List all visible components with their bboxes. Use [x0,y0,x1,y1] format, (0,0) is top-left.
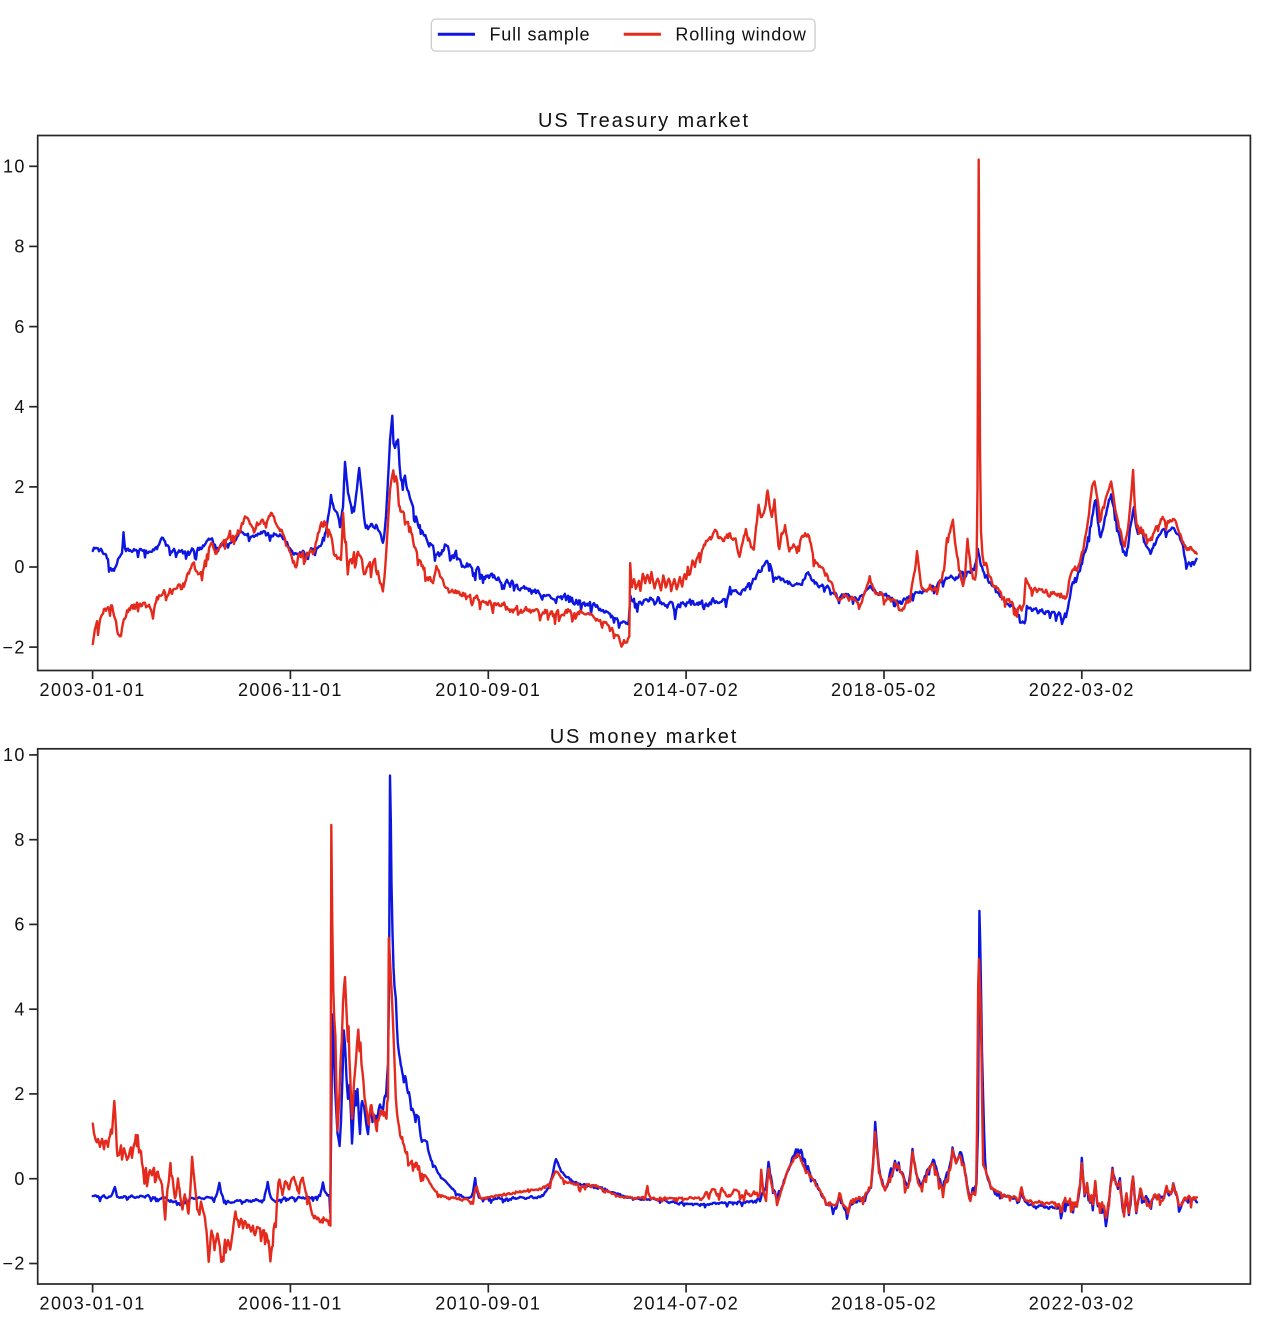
svg-text:0: 0 [14,557,25,577]
svg-text:2010-09-01: 2010-09-01 [435,1294,541,1314]
svg-text:2018-05-02: 2018-05-02 [831,1294,937,1314]
svg-text:2003-01-01: 2003-01-01 [40,680,146,700]
svg-text:2014-07-02: 2014-07-02 [633,1294,739,1314]
svg-text:US money market: US money market [550,726,739,748]
svg-text:Full sample: Full sample [490,25,591,45]
svg-text:2006-11-01: 2006-11-01 [238,680,343,700]
svg-text:2014-07-02: 2014-07-02 [633,680,739,700]
svg-text:6: 6 [14,915,25,935]
svg-text:US Treasury market: US Treasury market [538,110,750,132]
svg-text:2: 2 [14,1084,25,1104]
svg-text:Rolling window: Rolling window [675,25,806,45]
svg-text:4: 4 [14,999,25,1019]
svg-text:10: 10 [3,157,26,177]
svg-text:8: 8 [14,830,25,850]
svg-text:2022-03-02: 2022-03-02 [1029,1294,1135,1314]
svg-text:2: 2 [14,477,25,497]
svg-text:8: 8 [14,237,25,257]
svg-text:2022-03-02: 2022-03-02 [1029,680,1135,700]
svg-text:6: 6 [14,317,25,337]
svg-text:−2: −2 [2,637,25,657]
svg-text:0: 0 [14,1169,25,1189]
svg-text:4: 4 [14,397,25,417]
svg-text:10: 10 [3,745,26,765]
svg-text:2006-11-01: 2006-11-01 [238,1294,343,1314]
svg-text:−2: −2 [2,1254,25,1274]
svg-text:2003-01-01: 2003-01-01 [40,1294,146,1314]
svg-text:2010-09-01: 2010-09-01 [435,680,541,700]
svg-text:2018-05-02: 2018-05-02 [831,680,937,700]
